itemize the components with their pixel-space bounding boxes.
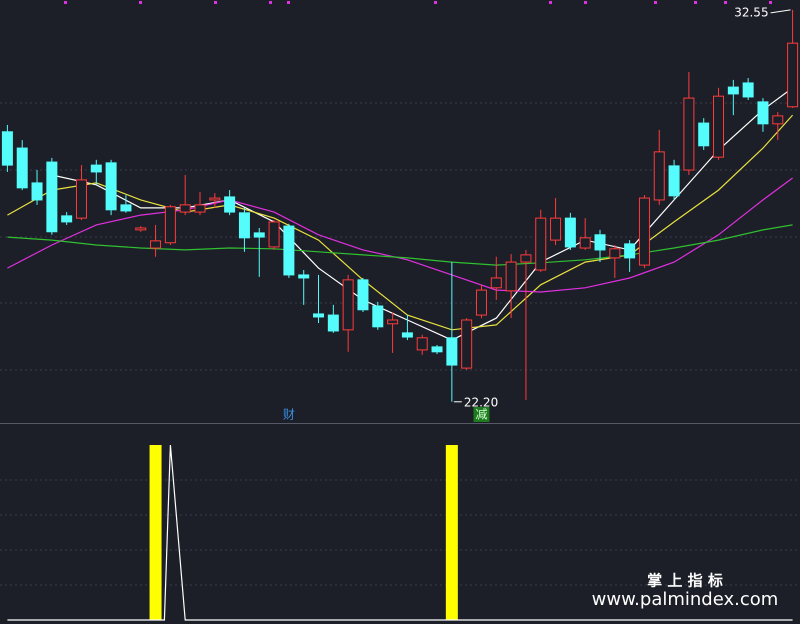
price-panel: 22.20 32.55 财 减 bbox=[1, 5, 799, 422]
moving-average bbox=[7, 224, 793, 266]
candle-body bbox=[238, 212, 250, 239]
price-label: 32.55 bbox=[734, 5, 768, 19]
candle-body bbox=[520, 254, 532, 263]
candle-body bbox=[579, 237, 591, 249]
candle-body bbox=[757, 101, 769, 125]
candle-body bbox=[46, 161, 58, 233]
candle-body bbox=[120, 204, 132, 212]
signal-bar bbox=[445, 445, 458, 620]
candle-body bbox=[313, 313, 325, 318]
candle-body bbox=[490, 277, 502, 289]
candle-body bbox=[475, 289, 487, 316]
price-label: 22.20 bbox=[464, 395, 498, 409]
candle-body bbox=[1, 131, 13, 166]
candle-body bbox=[787, 42, 799, 108]
marker-box bbox=[473, 407, 490, 422]
candle-body bbox=[505, 261, 517, 292]
candle-body bbox=[298, 274, 310, 279]
candle-body bbox=[698, 122, 710, 147]
signal-bar bbox=[149, 445, 162, 620]
candle-body bbox=[61, 215, 73, 223]
candle-body bbox=[327, 314, 339, 332]
candle-body bbox=[164, 206, 176, 244]
candle-body bbox=[742, 82, 754, 98]
candle-body bbox=[550, 217, 562, 241]
candle-body bbox=[653, 151, 665, 201]
watermark-title: 掌 上 指 标 bbox=[647, 572, 723, 590]
grid bbox=[0, 102, 800, 586]
candle-body bbox=[564, 217, 576, 248]
moving-average bbox=[7, 114, 794, 331]
candle-body bbox=[253, 232, 265, 238]
candle-body bbox=[342, 279, 354, 331]
candle-body bbox=[594, 234, 606, 251]
candle-body bbox=[372, 305, 384, 328]
marker-label: 财 bbox=[283, 408, 295, 422]
watermark-url: www.palmindex.com bbox=[592, 589, 779, 610]
candle-body bbox=[431, 346, 443, 353]
candle-body bbox=[713, 95, 725, 158]
candle-body bbox=[772, 115, 784, 125]
top-dots bbox=[64, 1, 772, 4]
marker-label: 减 bbox=[475, 408, 487, 422]
moving-average bbox=[7, 177, 793, 293]
candle-body bbox=[401, 332, 413, 338]
price-arrow bbox=[770, 9, 791, 14]
candle-body bbox=[416, 337, 428, 351]
candle-body bbox=[638, 197, 650, 266]
candle-body bbox=[683, 97, 695, 171]
signal-line bbox=[7, 444, 793, 621]
candle-body bbox=[446, 337, 458, 366]
candle-body bbox=[535, 217, 547, 271]
candle-body bbox=[105, 162, 117, 211]
candle-body bbox=[16, 147, 28, 189]
candle-body bbox=[179, 204, 191, 213]
candle-body bbox=[150, 240, 162, 249]
candle-body bbox=[668, 165, 680, 197]
moving-average bbox=[51, 87, 793, 341]
indicator-panel bbox=[7, 444, 793, 621]
candle-body bbox=[283, 225, 295, 276]
candle-body bbox=[31, 182, 43, 201]
candle-body bbox=[357, 279, 369, 311]
candle-body bbox=[135, 227, 147, 231]
candle-body bbox=[75, 179, 87, 219]
candle-body bbox=[624, 243, 636, 259]
candle-body bbox=[194, 204, 206, 213]
candle-body bbox=[268, 221, 280, 248]
candle-body bbox=[461, 319, 473, 369]
candle-body bbox=[727, 86, 739, 95]
candle-body bbox=[387, 319, 399, 325]
candle-body bbox=[609, 248, 621, 259]
candle-body bbox=[209, 197, 221, 201]
candle-body bbox=[90, 164, 102, 173]
candle-body bbox=[224, 196, 236, 213]
